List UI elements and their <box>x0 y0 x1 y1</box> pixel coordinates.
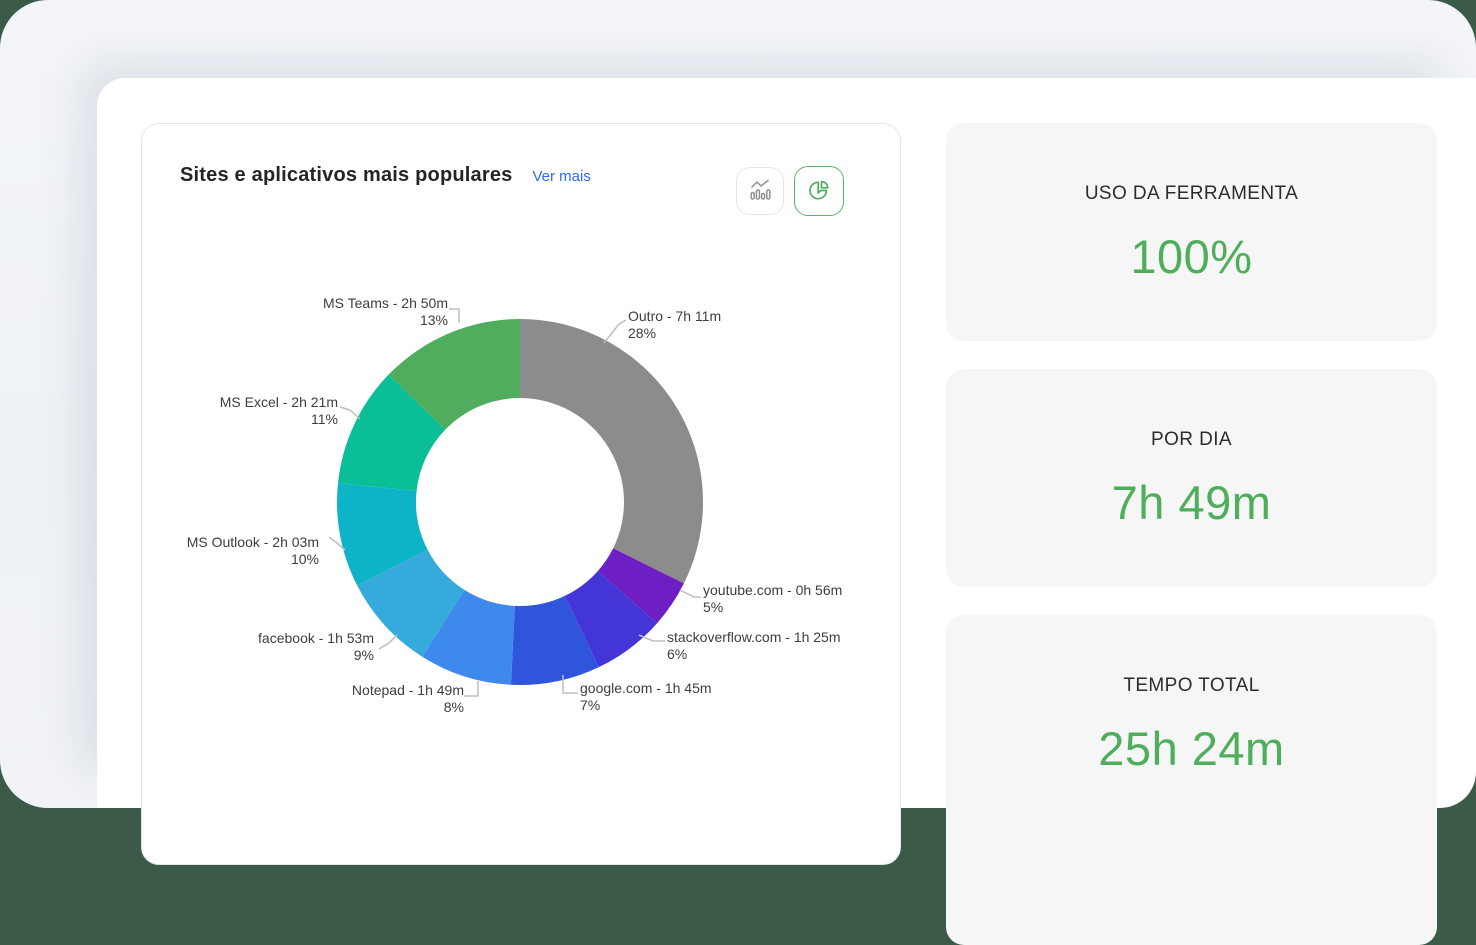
slice-label-text: MS Outlook - 2h 03m <box>186 534 319 550</box>
slice-callout-line <box>464 681 479 697</box>
stats-column: USO DA FERRAMENTA 100% POR DIA 7h 49m TE… <box>946 123 1437 945</box>
slice-label-percent: 11% <box>311 411 338 427</box>
slice-label-text: youtube.com - 0h 56m <box>703 582 843 598</box>
donut-slice-google-com[interactable] <box>510 595 599 685</box>
slice-label-text: facebook - 1h 53m <box>258 630 374 646</box>
slice-label-ms-outlook: MS Outlook - 2h 03m 10% <box>187 534 319 568</box>
stat-value: 7h 49m <box>1111 476 1272 529</box>
slice-callout-line <box>603 319 627 344</box>
slice-label-facebook: facebook - 1h 53m 9% <box>258 630 374 664</box>
combo-chart-icon <box>747 177 773 206</box>
stat-card-tempo-total: TEMPO TOTAL 25h 24m <box>946 615 1437 945</box>
slice-label-outro: Outro - 7h 11m 28% <box>628 308 721 342</box>
stat-label: POR DIA <box>1151 429 1232 450</box>
ver-mais-link[interactable]: Ver mais <box>532 168 591 185</box>
slice-label-ms-teams: MS Teams - 2h 50m 13% <box>323 295 448 329</box>
slice-label-percent: 9% <box>353 647 374 663</box>
slice-callout-line <box>449 308 460 323</box>
slice-label-percent: 13% <box>419 312 448 328</box>
donut-slice-notepad[interactable] <box>422 589 515 685</box>
slice-label-ms-excel: MS Excel - 2h 21m 11% <box>220 394 338 428</box>
slice-label-percent: 28% <box>628 325 657 341</box>
donut-slice-ms-outlook[interactable] <box>337 482 428 586</box>
stat-value: 25h 24m <box>1098 722 1285 775</box>
chart-type-toggle <box>736 166 844 216</box>
slice-callout-line <box>638 634 665 642</box>
donut-slice-stackoverflow-com[interactable] <box>564 570 658 668</box>
donut-slice-facebook[interactable] <box>357 549 465 657</box>
stat-label: USO DA FERRAMENTA <box>1084 183 1299 204</box>
donut-slice-ms-excel[interactable] <box>338 374 446 492</box>
slice-label-text: Notepad - 1h 49m <box>351 682 464 698</box>
popular-sites-card: Outro - 7h 11m 28% youtube.com - 0h 56m 5% s… <box>141 123 901 865</box>
slice-callout-line <box>378 634 398 650</box>
slice-label-percent: 6% <box>667 646 688 662</box>
slice-callout-line <box>562 675 578 694</box>
content-panel: Outro - 7h 11m 28% youtube.com - 0h 56m 5% s… <box>97 78 1476 945</box>
slice-label-percent: 8% <box>443 699 464 715</box>
stat-card-por-dia: POR DIA 7h 49m <box>946 369 1437 587</box>
stat-card-uso-da-ferramenta: USO DA FERRAMENTA 100% <box>946 123 1437 341</box>
combo-chart-view-button[interactable] <box>736 167 784 215</box>
slice-label-text: google.com - 1h 45m <box>580 680 712 696</box>
slice-label-text: Outro - 7h 11m <box>628 308 722 324</box>
pie-chart-icon <box>806 177 832 206</box>
slice-label-text: MS Excel - 2h 21m <box>219 394 338 410</box>
stat-label: TEMPO TOTAL <box>1123 675 1260 696</box>
slice-label-text: MS Teams - 2h 50m <box>322 295 448 311</box>
donut-chart-canvas: Outro - 7h 11m 28% youtube.com - 0h 56m 5% s… <box>142 124 900 824</box>
stat-value: 100% <box>1130 230 1253 283</box>
slice-callout-line <box>679 589 701 598</box>
slice-label-notepad: Notepad - 1h 49m 8% <box>352 682 464 716</box>
slice-label-google-com: google.com - 1h 45m 7% <box>580 680 712 714</box>
donut-slice-ms-teams[interactable] <box>388 319 520 430</box>
slice-callout-line <box>328 536 346 551</box>
donut-chart-svg <box>328 308 703 697</box>
slice-label-text: stackoverflow.com - 1h 25m <box>667 629 841 645</box>
slice-callout-line <box>339 406 361 420</box>
slice-label-youtube-com: youtube.com - 0h 56m 5% <box>703 582 842 616</box>
slice-label-percent: 7% <box>580 697 601 713</box>
slice-label-percent: 10% <box>290 551 319 567</box>
donut-slice-outro[interactable] <box>520 319 703 584</box>
pie-chart-view-button[interactable] <box>794 166 844 216</box>
slice-label-stackoverflow-com: stackoverflow.com - 1h 25m 6% <box>667 629 841 663</box>
donut-slice-youtube-com[interactable] <box>597 548 684 624</box>
page-title: Sites e aplicativos mais populares <box>180 164 513 186</box>
slice-label-percent: 5% <box>703 599 724 615</box>
